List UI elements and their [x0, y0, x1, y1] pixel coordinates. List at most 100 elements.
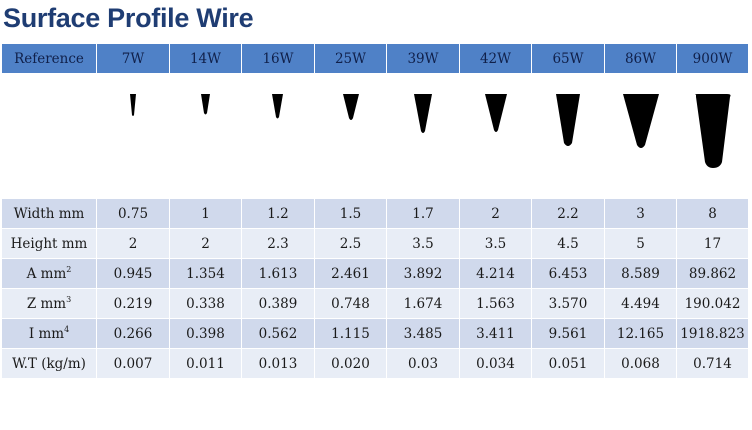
table-cell: 8	[676, 198, 749, 229]
table-cell: 3.5	[459, 228, 532, 259]
table-cell: 1.115	[314, 318, 387, 349]
table-cell: 4.214	[459, 258, 532, 289]
wedge-profile-icon	[342, 94, 359, 120]
profile-cell	[676, 73, 749, 199]
table-cell: 2.3	[241, 228, 315, 259]
table-cell: 1	[169, 198, 242, 229]
table-cell: 0.007	[96, 348, 170, 379]
header-col: 86W	[604, 43, 677, 75]
profile-cell-reference	[1, 73, 97, 199]
wedge-profile-icon	[556, 94, 580, 146]
header-col: 25W	[314, 43, 387, 75]
table-cell: 3.570	[531, 288, 605, 319]
wedge-profile-icon	[200, 94, 210, 115]
profile-cell	[314, 73, 387, 199]
profile-cell	[241, 73, 315, 199]
table-row-width: Width mm 0.75 1 1.2 1.5 1.7 2 2.2 3 8	[1, 198, 749, 229]
row-label: I mm4	[1, 318, 97, 349]
table-cell: 3.892	[386, 258, 460, 289]
table-cell: 0.75	[96, 198, 170, 229]
table-cell: 0.389	[241, 288, 315, 319]
row-label-exponent: 2	[66, 264, 72, 274]
table-cell: 1.2	[241, 198, 315, 229]
table-cell: 3.5	[386, 228, 460, 259]
table-cell: 9.561	[531, 318, 605, 349]
table-cell: 1.7	[386, 198, 460, 229]
table-cell: 1.674	[386, 288, 460, 319]
header-col: 39W	[386, 43, 460, 75]
table-cell: 1918.823	[676, 318, 749, 349]
table-cell: 0.051	[531, 348, 605, 379]
table-cell: 1.354	[169, 258, 242, 289]
table-cell: 4.5	[531, 228, 605, 259]
table-row-height: Height mm 2 2 2.3 2.5 3.5 3.5 4.5 5 17	[1, 228, 749, 259]
table-cell: 5	[604, 228, 677, 259]
table-cell: 17	[676, 228, 749, 259]
header-row: Reference 7W 14W 16W 25W 39W 42W 65W 86W…	[1, 43, 749, 75]
table-cell: 2	[459, 198, 532, 229]
row-label-exponent: 3	[66, 294, 72, 304]
profile-cell	[386, 73, 460, 199]
header-col: 42W	[459, 43, 532, 75]
table-cell: 0.034	[459, 348, 532, 379]
wedge-profile-icon	[484, 94, 507, 132]
header-col: 14W	[169, 43, 242, 75]
header-reference: Reference	[1, 43, 97, 75]
table-cell: 2	[169, 228, 242, 259]
table-cell: 2	[96, 228, 170, 259]
table-cell: 8.589	[604, 258, 677, 289]
row-label: A mm2	[1, 258, 97, 289]
table-cell: 89.862	[676, 258, 749, 289]
table-cell: 3.411	[459, 318, 532, 349]
table-cell: 12.165	[604, 318, 677, 349]
table-cell: 0.266	[96, 318, 170, 349]
row-label-text: I mm	[28, 325, 65, 342]
wedge-profile-icon	[694, 94, 731, 168]
table-cell: 0.398	[169, 318, 242, 349]
page-title: Surface Profile Wire	[3, 3, 254, 33]
table-cell: 2.2	[531, 198, 605, 229]
table-cell: 0.338	[169, 288, 242, 319]
table-row-i: I mm4 0.266 0.398 0.562 1.115 3.485 3.41…	[1, 318, 749, 349]
table-cell: 2.461	[314, 258, 387, 289]
table-cell: 190.042	[676, 288, 749, 319]
table-cell: 0.011	[169, 348, 242, 379]
table-cell: 3.485	[386, 318, 460, 349]
profile-row	[1, 73, 749, 199]
table-row-z: Z mm3 0.219 0.338 0.389 0.748 1.674 1.56…	[1, 288, 749, 319]
profile-cell	[531, 73, 605, 199]
table-cell: 0.748	[314, 288, 387, 319]
wedge-profile-icon	[414, 94, 432, 133]
row-label-text: Z mm	[26, 295, 67, 312]
table-cell: 0.945	[96, 258, 170, 289]
table-cell: 0.714	[676, 348, 749, 379]
row-label: Height mm	[1, 228, 97, 259]
table-cell: 4.494	[604, 288, 677, 319]
table-cell: 1.5	[314, 198, 387, 229]
header-col: 900W	[676, 43, 749, 75]
table-cell: 2.5	[314, 228, 387, 259]
table-cell: 0.03	[386, 348, 460, 379]
profile-cell	[96, 73, 170, 199]
table-cell: 0.068	[604, 348, 677, 379]
table-cell: 0.013	[241, 348, 315, 379]
table-cell: 0.219	[96, 288, 170, 319]
row-label: W.T (kg/m)	[1, 348, 97, 379]
wedge-profile-icon	[622, 94, 659, 148]
header-col: 16W	[241, 43, 315, 75]
table-cell: 1.613	[241, 258, 315, 289]
row-label-exponent: 4	[64, 324, 70, 334]
profile-cell	[604, 73, 677, 199]
header-col: 7W	[96, 43, 170, 75]
table-row-weight: W.T (kg/m) 0.007 0.011 0.013 0.020 0.03 …	[1, 348, 749, 379]
row-label-text: A mm	[26, 265, 67, 282]
header-col: 65W	[531, 43, 605, 75]
table-cell: 0.020	[314, 348, 387, 379]
table-row-area: A mm2 0.945 1.354 1.613 2.461 3.892 4.21…	[1, 258, 749, 289]
table-cell: 3	[604, 198, 677, 229]
row-label: Width mm	[1, 198, 97, 229]
table-cell: 0.562	[241, 318, 315, 349]
row-label: Z mm3	[1, 288, 97, 319]
profile-cell	[169, 73, 242, 199]
table-cell: 1.563	[459, 288, 532, 319]
